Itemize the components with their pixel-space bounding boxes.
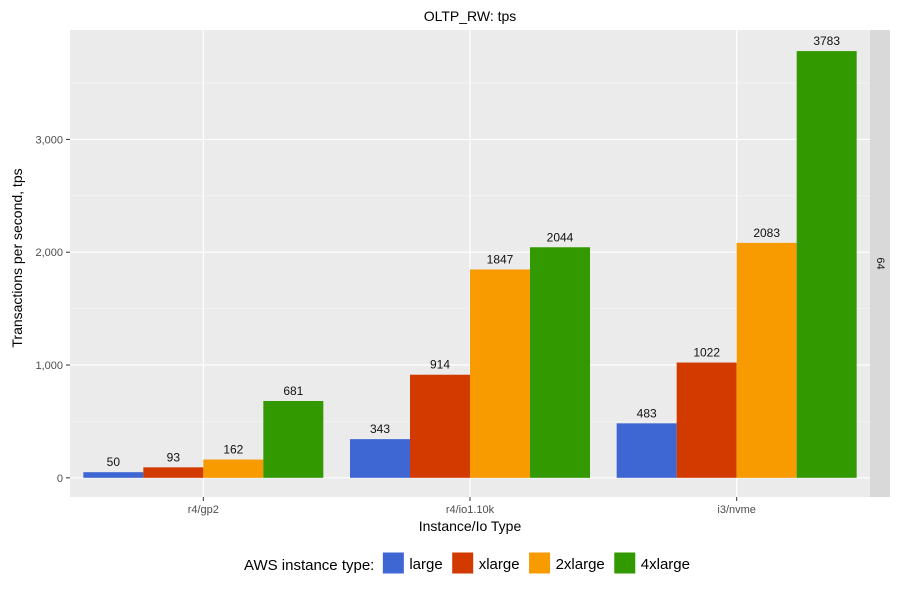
bars — [83, 51, 857, 478]
bar-4xlarge — [530, 247, 590, 478]
bar-2xlarge — [203, 459, 264, 478]
legend-swatch-large — [381, 551, 405, 575]
bar-value-label: 343 — [370, 422, 390, 436]
bar-value-label: 1022 — [693, 346, 720, 360]
bar-value-label: 3783 — [813, 34, 840, 48]
x-tick-label: r4/io1.10k — [446, 504, 495, 516]
x-tick-label: r4/gp2 — [188, 504, 219, 516]
bar-large — [616, 423, 677, 478]
bar-2xlarge — [736, 242, 797, 478]
bar-large — [350, 439, 410, 478]
y-axis: 0 1,000 2,000 3,000 — [35, 134, 70, 485]
bar-4xlarge — [263, 401, 324, 478]
legend-swatch-4xlarge — [613, 551, 637, 575]
data-labels: 50 343 483 93 914 1022 162 1847 2083 681 2044 3783 — [107, 34, 841, 469]
bar-value-label: 50 — [107, 455, 121, 469]
facet-strip — [870, 30, 890, 497]
bar-xlarge — [143, 467, 204, 478]
facet-strip-label: 64 — [874, 257, 886, 269]
bar-value-label: 914 — [430, 358, 450, 372]
x-axis-title: Instance/Io Type — [419, 518, 522, 534]
legend: AWS instance type: large xlarge 2xlarge 4xl… — [244, 551, 690, 575]
legend-swatch-xlarge — [451, 551, 475, 575]
legend-title: AWS instance type: — [244, 557, 374, 574]
bar-2xlarge — [470, 269, 530, 478]
x-tick-label: i3/nvme — [717, 504, 756, 516]
legend-item-2xlarge: 2xlarge — [556, 556, 605, 573]
legend-item-xlarge: xlarge — [479, 556, 520, 573]
bar-xlarge — [676, 362, 737, 478]
bar-value-label: 681 — [283, 384, 303, 398]
bar-value-label: 2044 — [547, 230, 574, 244]
bar-value-label: 93 — [167, 450, 181, 464]
bar-value-label: 1847 — [487, 252, 514, 266]
y-tick-label: 1,000 — [35, 360, 63, 372]
y-tick-label: 3,000 — [35, 134, 63, 146]
x-axis: r4/gp2 r4/io1.10k i3/nvme — [188, 497, 756, 516]
legend-item-4xlarge: 4xlarge — [641, 556, 690, 573]
bar-xlarge — [410, 374, 470, 478]
bar-large — [83, 472, 144, 478]
bar-4xlarge — [796, 51, 857, 478]
y-tick-label: 2,000 — [35, 247, 63, 259]
y-tick-label: 0 — [57, 473, 63, 485]
bar-value-label: 483 — [637, 406, 657, 420]
bar-value-label: 2083 — [753, 226, 780, 240]
bar-value-label: 162 — [223, 443, 243, 457]
y-axis-title: Transactions per second, tps — [9, 168, 25, 347]
legend-swatch-2xlarge — [528, 551, 552, 575]
legend-item-large: large — [409, 556, 442, 573]
chart-title: OLTP_RW: tps — [424, 8, 517, 24]
